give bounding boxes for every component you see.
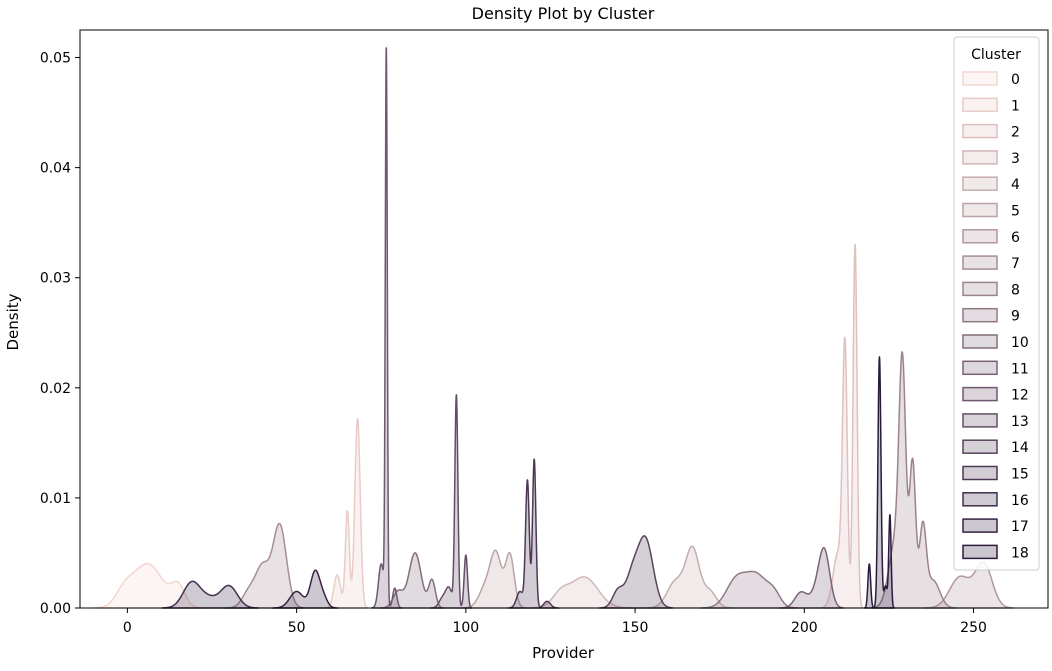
legend-swatch-4 [962,176,998,191]
legend-swatch-15 [962,465,998,481]
density-series-16 [161,580,260,609]
density-series-9 [700,570,799,609]
density-series-8 [871,351,958,609]
legend-label-2: 2 [1011,125,1020,141]
legend-swatch-7 [962,255,998,270]
y-axis: 0.00 0.01 0.02 0.03 0.04 0.05 [40,51,80,617]
legend-swatch-9 [962,307,998,323]
density-series-14 [598,535,674,609]
legend-label-13: 13 [1011,414,1029,430]
x-tick-label: 150 [622,620,649,636]
y-tick-label: 0.02 [40,381,71,397]
legend-label-9: 9 [1011,309,1020,325]
density-series-7 [224,522,305,609]
density-series-15 [507,458,560,609]
density-series-12 [371,47,403,609]
legend-swatch-12 [962,386,998,402]
legend-swatch-13 [962,413,998,428]
y-axis-label: Density [4,293,22,350]
legend-label-18: 18 [1011,545,1029,561]
legend-swatch-8 [962,281,998,297]
legend-label-14: 14 [1011,440,1029,456]
legend-swatch-2 [962,123,998,139]
legend-label-15: 15 [1011,467,1029,483]
x-tick-label: 100 [452,620,479,636]
density-series-5 [461,549,526,609]
legend-label-1: 1 [1011,98,1020,114]
legend-swatch-11 [962,360,998,376]
density-series-13 [429,394,473,609]
y-tick-label: 0.00 [40,601,71,617]
y-tick-label: 0.05 [40,51,71,67]
x-tick-label: 250 [960,620,987,636]
legend-swatch-0 [962,71,998,86]
x-axis: 0 50 100 150 200 250 [123,608,987,636]
legend-swatch-10 [962,334,998,349]
legend-swatch-1 [962,97,998,113]
legend-swatch-6 [962,229,998,244]
legend-label-6: 6 [1011,230,1020,246]
density-series-11 [778,547,845,609]
y-tick-label: 0.03 [40,271,71,287]
x-tick-label: 0 [123,620,132,636]
legend-label-16: 16 [1011,493,1029,509]
density-series-0 [93,562,203,609]
legend-label-7: 7 [1011,256,1020,272]
legend-label-10: 10 [1011,335,1029,351]
density-series-2 [819,243,863,609]
density-series-3 [530,576,633,609]
legend-label-4: 4 [1011,177,1020,193]
legend-frame [953,36,1040,571]
y-tick-label: 0.01 [40,491,71,507]
density-series-6 [923,560,1015,609]
legend-swatch-14 [962,439,998,454]
legend-title: Cluster [971,47,1021,63]
density-series-18 [863,356,895,609]
legend-label-3: 3 [1011,151,1020,167]
legend-label-0: 0 [1011,72,1020,88]
y-tick-label: 0.04 [40,161,71,177]
legend-swatch-16 [962,492,998,507]
density-series-17 [272,569,339,609]
series-layer [93,47,1015,609]
legend-label-11: 11 [1011,361,1029,377]
x-axis-label: Provider [532,644,595,662]
legend-label-5: 5 [1011,204,1020,220]
legend-swatch-17 [962,518,998,533]
density-series-1 [324,417,368,609]
legend-label-17: 17 [1011,519,1029,535]
x-tick-label: 200 [791,620,818,636]
legend-label-12: 12 [1011,388,1029,404]
plot-frame [79,29,1049,609]
x-tick-label: 50 [288,620,306,636]
legend-swatch-18 [962,544,998,560]
legend-label-8: 8 [1011,282,1020,298]
chart-title: Density Plot by Cluster [472,4,655,23]
legend-swatch-5 [962,202,998,218]
legend-swatch-3 [962,150,998,165]
